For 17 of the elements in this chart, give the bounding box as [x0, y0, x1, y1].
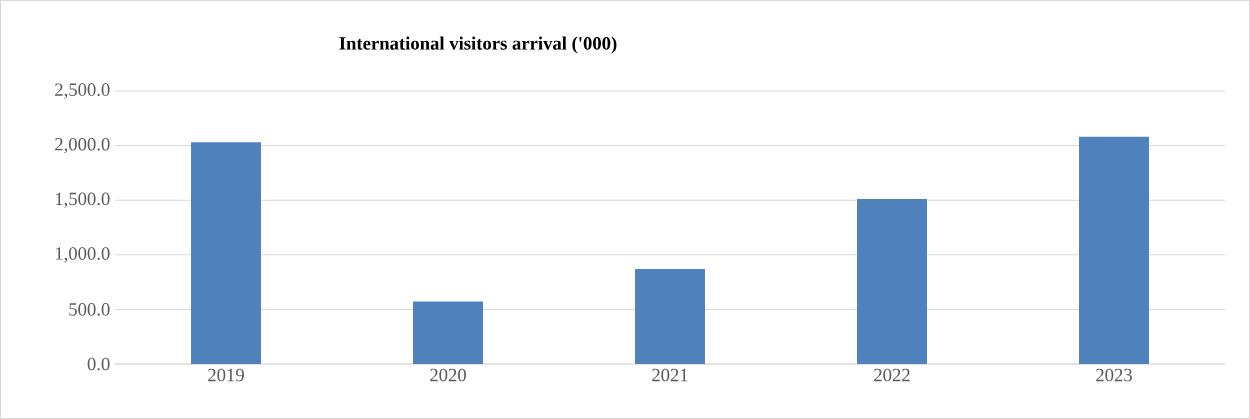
chart-title: International visitors arrival ('000) — [339, 36, 617, 54]
y-tick-label: 2,500.0 — [55, 83, 110, 99]
y-tick-label: 1,500.0 — [55, 192, 110, 208]
x-tick-label: 2019 — [208, 368, 244, 382]
bar — [857, 199, 927, 364]
x-tick-label: 2023 — [1096, 368, 1132, 382]
y-tick-label: 2,000.0 — [55, 137, 110, 154]
x-tick-label: 2021 — [652, 368, 688, 382]
y-tick-label: 1,000.0 — [55, 247, 110, 263]
bar — [635, 269, 705, 364]
y-tick-label: 0.0 — [87, 357, 110, 371]
bar — [413, 301, 483, 364]
y-tick-label: 500.0 — [69, 303, 110, 316]
bar — [1079, 136, 1149, 364]
bar — [191, 142, 261, 364]
x-tick-label: 2022 — [874, 368, 910, 382]
x-tick-label: 2020 — [430, 368, 466, 382]
